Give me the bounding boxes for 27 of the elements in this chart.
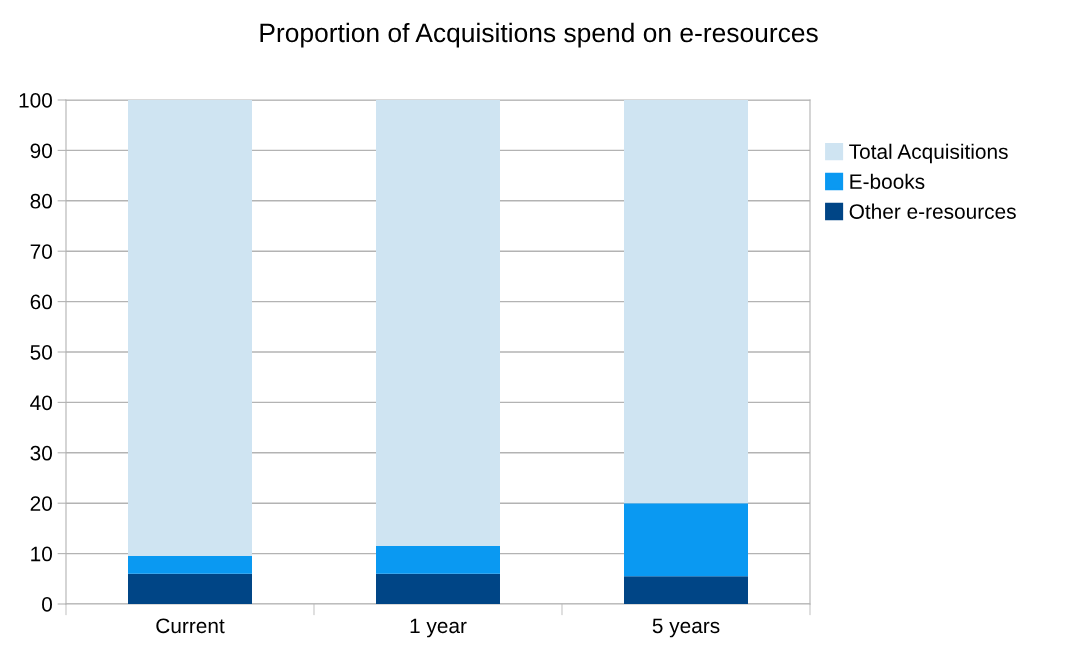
bar (376, 546, 500, 574)
legend-label: E-books (850, 173, 925, 189)
y-tick-label: 0 (42, 597, 52, 612)
chart-title: Proportion of Acquisitions spend on e-resources (260, 22, 818, 48)
y-tick-label: 100 (19, 93, 52, 108)
bar (128, 100, 252, 557)
x-tick-label: 5 years (652, 618, 720, 638)
y-tick-label: 60 (30, 294, 52, 310)
bar (376, 573, 500, 604)
y-tick-label: 10 (31, 546, 52, 562)
y-tick-label: 40 (30, 395, 52, 411)
legend-label: Total Acquisitions (849, 143, 1008, 164)
y-tick-label: 80 (30, 193, 52, 209)
bar (376, 100, 500, 547)
bar (624, 503, 748, 577)
x-tick-label: Current (156, 618, 225, 634)
y-tick-label: 20 (30, 496, 52, 511)
x-tick-label: 1 year (410, 618, 467, 638)
y-tick-label: 70 (30, 244, 52, 259)
y-tick-label: 30 (30, 445, 52, 461)
bar (624, 576, 748, 604)
bar (128, 573, 252, 604)
bar (624, 100, 748, 504)
legend-label: Other e-resources (849, 203, 1016, 219)
y-tick-label: 90 (30, 143, 52, 159)
y-tick-label: 50 (30, 345, 52, 360)
bar (128, 556, 252, 574)
